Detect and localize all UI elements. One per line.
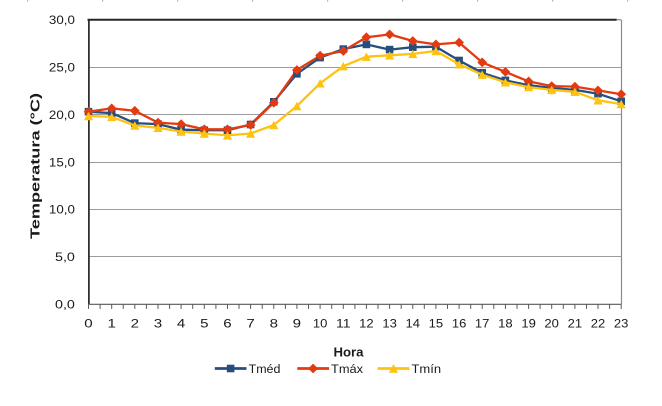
svg-text:15,0: 15,0 [49,156,75,169]
svg-text:13: 13 [382,318,397,331]
svg-text:10: 10 [313,318,328,331]
svg-text:12: 12 [359,318,374,331]
svg-text:23: 23 [614,318,629,331]
svg-text:Tméd: Tméd [249,362,281,376]
svg-text:3: 3 [154,318,162,331]
svg-text:9: 9 [293,318,301,331]
svg-text:15: 15 [429,318,444,331]
svg-text:14: 14 [406,318,421,331]
svg-text:2: 2 [131,318,139,331]
svg-text:5: 5 [200,318,208,331]
svg-text:16: 16 [452,318,467,331]
svg-text:10,0: 10,0 [49,204,75,217]
svg-text:17: 17 [475,318,490,331]
svg-text:30,0: 30,0 [49,14,75,27]
svg-text:19: 19 [521,318,536,331]
svg-text:Tmáx: Tmáx [331,362,363,376]
svg-text:6: 6 [223,318,231,331]
svg-text:7: 7 [246,318,254,331]
svg-text:5,0: 5,0 [55,251,75,264]
svg-text:1: 1 [108,318,116,331]
svg-text:0: 0 [84,318,92,331]
svg-text:20,0: 20,0 [49,109,75,122]
svg-text:20: 20 [544,318,559,331]
svg-text:Temperatura (°C): Temperatura (°C) [27,93,42,239]
svg-text:8: 8 [270,318,278,331]
svg-text:Tmín: Tmín [412,362,442,376]
svg-text:4: 4 [177,318,186,331]
svg-text:0,0: 0,0 [55,299,75,312]
svg-text:21: 21 [568,318,583,331]
svg-text:18: 18 [498,318,513,331]
svg-text:22: 22 [591,318,606,331]
svg-text:Hora: Hora [334,344,365,359]
svg-text:25,0: 25,0 [49,61,75,74]
svg-text:11: 11 [336,318,351,331]
